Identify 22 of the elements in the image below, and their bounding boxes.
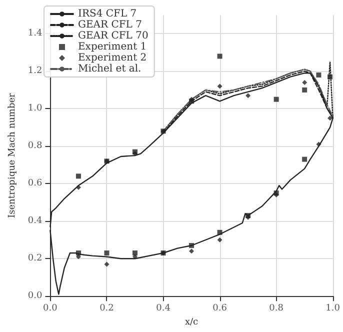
legend-label: Experiment 1: [78, 42, 147, 52]
x-axis-title: x/c: [184, 318, 198, 328]
legend-label: GEAR CFL 7: [78, 20, 142, 30]
y-tick-label: 1.4: [28, 28, 42, 39]
legend-label: Experiment 2: [78, 52, 147, 64]
y-tick-label: 0.0: [28, 291, 42, 302]
legend-label: IRS4 CFL 7: [78, 8, 137, 20]
y-tick-label: 0.2: [28, 254, 42, 264]
x-tick-label: 0.0: [43, 304, 58, 314]
x-tick-label: 0.6: [212, 304, 228, 314]
legend-label: Michel et al.: [78, 64, 142, 74]
x-tick-label: 0.4: [156, 304, 171, 314]
y-tick-label: 0.6: [28, 178, 42, 189]
y-tick-label: 1.2: [28, 66, 42, 76]
y-tick-label: 0.4: [28, 216, 42, 226]
x-tick-label: 0.8: [269, 304, 284, 314]
x-tick-label: 0.2: [100, 304, 114, 314]
x-tick-label: 1.0: [326, 304, 340, 314]
y-tick-label: 1.0: [28, 104, 42, 114]
y-tick-label: 0.8: [28, 141, 42, 152]
legend-label: GEAR CFL 70: [78, 30, 148, 42]
y-axis-title: Isentropique Mach number: [8, 92, 18, 218]
